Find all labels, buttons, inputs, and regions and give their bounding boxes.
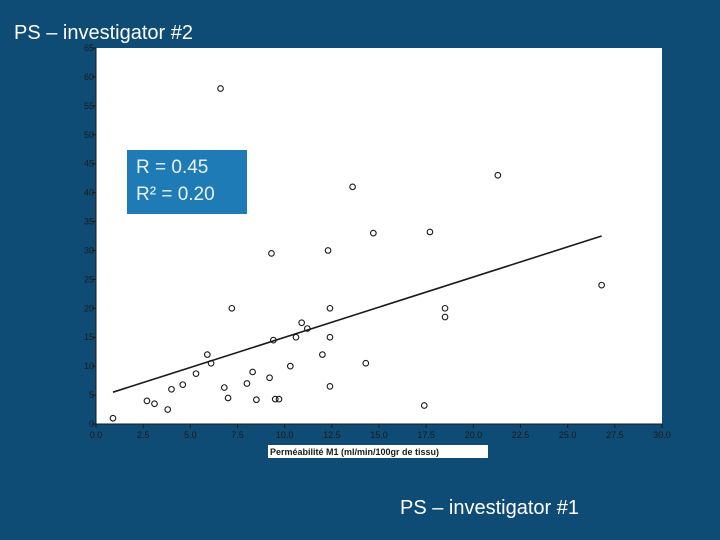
- data-point: [349, 183, 356, 191]
- data-point: [369, 229, 377, 237]
- x-tick-label: 27.5: [606, 430, 624, 440]
- x-tick-label: 20.0: [465, 430, 483, 440]
- data-point: [168, 385, 175, 393]
- y-tick-label: 45: [84, 159, 94, 169]
- y-tick-label: 20: [84, 303, 94, 313]
- data-point: [249, 368, 256, 376]
- y-tick-label: 30: [84, 245, 94, 255]
- data-point: [228, 304, 236, 312]
- y-tick-label: 50: [84, 130, 94, 140]
- y-tick-label: 5: [89, 390, 94, 400]
- data-point: [143, 397, 151, 405]
- data-point: [326, 333, 334, 341]
- y-tick-label: 40: [84, 188, 94, 198]
- data-point: [207, 359, 215, 367]
- y-tick-label: 25: [84, 274, 94, 284]
- data-point: [326, 383, 334, 390]
- data-point: [324, 247, 332, 254]
- y-tick-label: 0: [89, 419, 94, 429]
- x-tick-label: 22.5: [512, 430, 530, 440]
- data-point: [192, 370, 200, 378]
- data-point: [109, 414, 117, 422]
- y-tick-label: 55: [84, 101, 94, 111]
- x-tick-label: 12.5: [323, 430, 341, 440]
- data-point: [362, 359, 370, 367]
- x-tick-label: 7.5: [231, 430, 244, 440]
- data-point: [275, 395, 283, 403]
- trendline-group: [112, 235, 602, 393]
- x-tick-label: 10.0: [276, 430, 294, 440]
- data-point: [292, 333, 300, 341]
- ticks: 0.0 2.5 5.0 7.5 10.0 12.5 15.0 17.5 20.0 22.5 25.0…: [84, 43, 671, 440]
- y-tick-label: 60: [84, 72, 94, 82]
- data-point: [164, 406, 172, 413]
- data-point: [220, 384, 228, 391]
- data-point: [441, 304, 449, 312]
- footer-title: PS – investigator #1: [400, 497, 579, 519]
- x-axis-label: Perméabilité M1 (ml/min/100gr de tissu): [270, 447, 439, 457]
- data-points: [109, 85, 605, 422]
- r2-value: R² = 0.20: [136, 184, 215, 205]
- x-tick-label: 30.0: [653, 430, 671, 440]
- data-point: [253, 396, 260, 404]
- data-point: [224, 394, 232, 402]
- slide-title: PS – investigator #2: [14, 22, 193, 44]
- x-tick-label: 17.5: [417, 430, 435, 440]
- x-tick-label: 0.0: [90, 430, 103, 440]
- data-point: [326, 304, 334, 312]
- x-tick-label: 5.0: [184, 430, 197, 440]
- data-point: [426, 228, 434, 236]
- data-point: [269, 336, 277, 344]
- data-point: [598, 281, 605, 289]
- y-tick-label: 15: [84, 332, 94, 342]
- x-axis-label-box: [268, 445, 488, 458]
- x-tick-label: 25.0: [559, 430, 577, 440]
- data-point: [217, 85, 224, 92]
- data-point: [319, 351, 326, 358]
- data-point: [494, 171, 502, 179]
- data-point: [151, 400, 158, 408]
- x-tick-label: 15.0: [370, 430, 388, 440]
- data-point: [179, 381, 187, 389]
- trendline: [112, 235, 602, 393]
- data-point: [203, 351, 211, 358]
- x-tick-label: 2.5: [137, 430, 150, 440]
- r-value: R = 0.45: [136, 157, 209, 178]
- data-point: [298, 319, 305, 327]
- data-point: [286, 362, 294, 370]
- stat-box: R = 0.45 R² = 0.20: [127, 150, 247, 214]
- y-tick-label: 65: [84, 43, 94, 53]
- plot-area: [96, 48, 662, 424]
- data-point: [243, 380, 251, 387]
- data-point: [271, 395, 279, 403]
- data-point: [441, 313, 449, 321]
- data-point: [266, 374, 273, 382]
- data-point: [420, 402, 428, 409]
- y-tick-label: 10: [84, 361, 94, 371]
- data-point: [303, 325, 311, 332]
- data-point: [268, 250, 275, 257]
- y-tick-label: 35: [84, 217, 94, 227]
